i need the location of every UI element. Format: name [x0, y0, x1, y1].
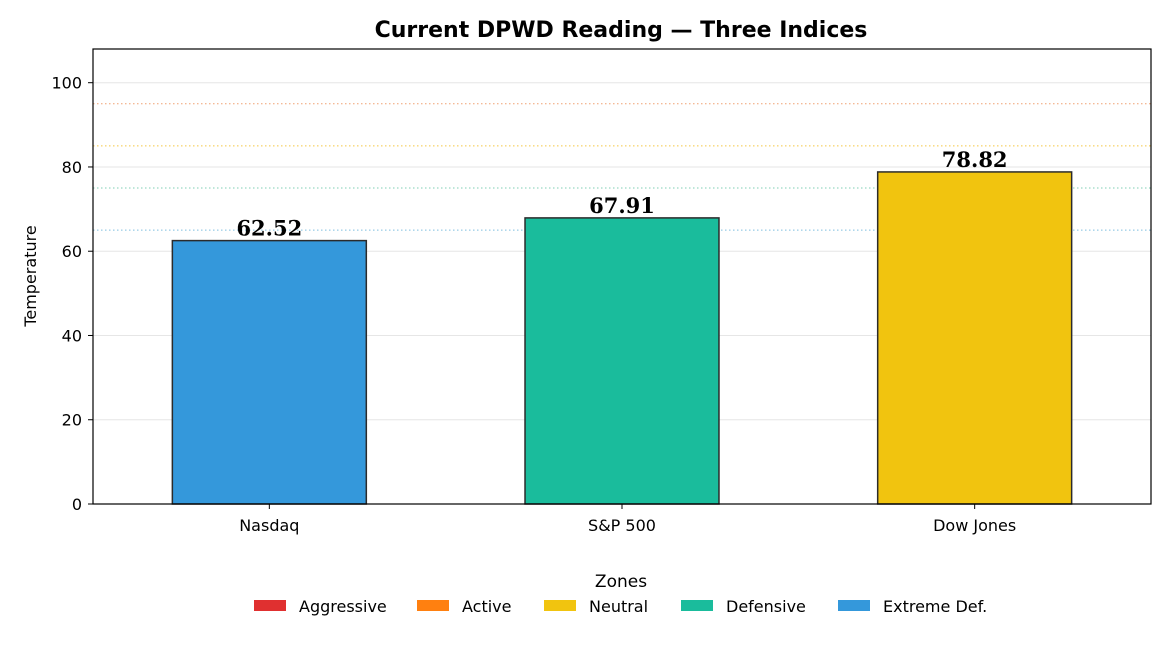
data-label: 78.82: [942, 147, 1008, 172]
data-labels: 62.52 67.91 78.82: [236, 147, 1007, 241]
legend-swatch: [681, 600, 713, 611]
y-tick-label: 80: [62, 158, 82, 177]
legend-title: Zones: [595, 572, 647, 592]
bar-2: [876, 171, 1073, 505]
x-tick-label: S&P 500: [588, 516, 656, 535]
y-tick-label: 20: [62, 411, 82, 430]
y-axis-label: Temperature: [21, 225, 40, 327]
data-label: 62.52: [236, 216, 302, 241]
legend-label: Aggressive: [299, 597, 387, 616]
legend-swatch: [254, 600, 286, 611]
legend-swatch: [417, 600, 449, 611]
y-tick-label: 40: [62, 326, 82, 345]
y-tick-label: 60: [62, 242, 82, 261]
x-tick-label: Dow Jones: [933, 516, 1016, 535]
chart-title: Current DPWD Reading — Three Indices: [375, 18, 868, 43]
y-tick-label: 0: [72, 495, 82, 514]
bar-1: [524, 217, 720, 505]
bars: [171, 171, 1073, 505]
legend-label: Defensive: [726, 597, 806, 616]
y-tick-label: 100: [51, 74, 82, 93]
x-tick-label: Nasdaq: [239, 516, 299, 535]
x-axis-ticks: Nasdaq S&P 500 Dow Jones: [239, 504, 1016, 535]
legend: Aggressive Active Neutral Defensive Extreme …: [254, 597, 987, 616]
legend-swatch: [838, 600, 870, 611]
legend-label: Extreme Def.: [883, 597, 987, 616]
legend-label: Neutral: [589, 597, 648, 616]
legend-swatch: [544, 600, 576, 611]
data-label: 67.91: [589, 193, 655, 218]
legend-label: Active: [462, 597, 512, 616]
bar-0: [171, 239, 368, 505]
y-axis-ticks: 0 20 40 60 80 100: [51, 74, 93, 514]
